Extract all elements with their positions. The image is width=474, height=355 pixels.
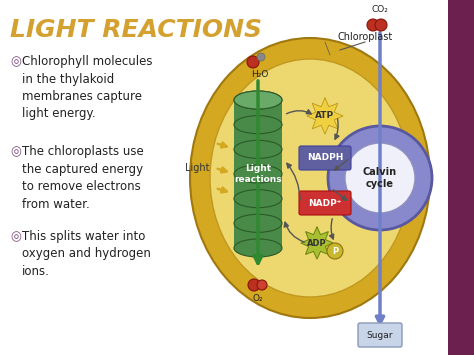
Ellipse shape	[190, 38, 430, 318]
Text: Chloroplast: Chloroplast	[337, 32, 392, 42]
FancyBboxPatch shape	[448, 0, 474, 355]
Text: Light: Light	[185, 163, 210, 173]
Text: ADP: ADP	[307, 239, 327, 247]
Circle shape	[327, 243, 343, 259]
Text: Chlorophyll molecules
in the thylakoid
membranes capture
light energy.: Chlorophyll molecules in the thylakoid m…	[22, 55, 153, 120]
Text: This splits water into
oxygen and hydrogen
ions.: This splits water into oxygen and hydrog…	[22, 230, 151, 278]
FancyBboxPatch shape	[299, 146, 351, 170]
Text: ◎: ◎	[10, 55, 21, 68]
Text: ◎: ◎	[10, 230, 21, 243]
Polygon shape	[307, 98, 343, 134]
Ellipse shape	[234, 214, 282, 232]
Ellipse shape	[234, 91, 282, 109]
Text: O₂: O₂	[253, 294, 264, 303]
Text: NADP⁺: NADP⁺	[308, 198, 342, 208]
Text: Calvin
cycle: Calvin cycle	[363, 167, 397, 189]
Ellipse shape	[234, 140, 282, 158]
Text: Sugar: Sugar	[367, 332, 393, 340]
Text: Light
reactions: Light reactions	[234, 164, 282, 184]
Circle shape	[345, 143, 415, 213]
Text: LIGHT REACTIONS: LIGHT REACTIONS	[10, 18, 262, 42]
FancyBboxPatch shape	[299, 191, 351, 215]
Circle shape	[257, 53, 265, 61]
FancyBboxPatch shape	[358, 323, 402, 347]
Circle shape	[247, 56, 259, 68]
FancyBboxPatch shape	[234, 100, 282, 248]
Circle shape	[248, 279, 260, 291]
Ellipse shape	[234, 239, 282, 257]
Ellipse shape	[234, 165, 282, 183]
Text: H₂O: H₂O	[251, 70, 269, 79]
Text: ◎: ◎	[10, 145, 21, 158]
Ellipse shape	[234, 190, 282, 208]
Text: P: P	[332, 246, 338, 256]
Text: ATP: ATP	[315, 111, 335, 120]
Text: The chloroplasts use
the captured energy
to remove electrons
from water.: The chloroplasts use the captured energy…	[22, 145, 144, 211]
Text: NADPH: NADPH	[307, 153, 343, 163]
Ellipse shape	[234, 116, 282, 134]
Ellipse shape	[210, 59, 410, 297]
Circle shape	[375, 19, 387, 31]
Ellipse shape	[234, 91, 282, 109]
Polygon shape	[301, 227, 333, 259]
Circle shape	[367, 19, 379, 31]
Circle shape	[257, 280, 267, 290]
Circle shape	[328, 126, 432, 230]
Text: CO₂: CO₂	[372, 5, 388, 14]
